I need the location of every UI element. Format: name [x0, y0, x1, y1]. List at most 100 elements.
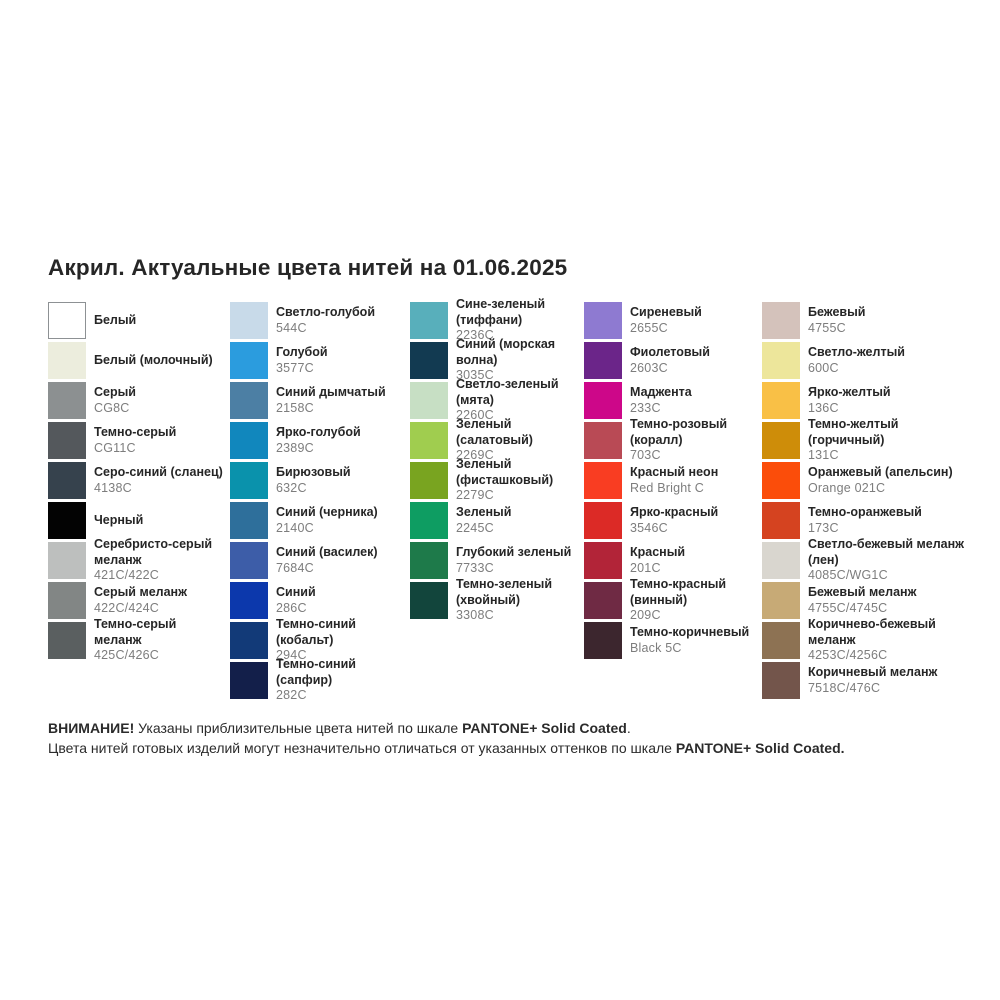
pantone-code: 4085C/WG1C — [808, 568, 888, 583]
color-name: Сиреневый — [630, 305, 702, 319]
color-name: Голубой — [276, 345, 328, 359]
pantone-code: CG11C — [94, 440, 136, 455]
color-info: Темно-синий (кобальт) 294C — [276, 617, 406, 664]
footnote-segment: . — [626, 720, 631, 736]
color-name: Глубокий зеленый — [456, 545, 572, 559]
color-name: Темно-желтый (горчичный) — [808, 417, 899, 447]
color-swatch — [48, 582, 86, 619]
pantone-code: 703C — [630, 448, 661, 463]
color-swatch — [584, 342, 622, 379]
color-swatch — [230, 342, 268, 379]
color-info: Серо-синий (сланец) 4138C — [94, 465, 223, 496]
pantone-code: 131C — [808, 448, 839, 463]
color-info: Белый — [94, 313, 136, 329]
color-row: Синий дымчатый 2158C — [230, 382, 406, 419]
color-info: Голубой 3577C — [276, 345, 328, 376]
footnote-segment: PANTONE+ Solid Coated — [462, 720, 627, 736]
swatch-column-1: Белый Белый (молочный) Серый CG8C Темно-серы… — [48, 302, 226, 662]
pantone-code: 294C — [276, 648, 307, 663]
color-row: Белый — [48, 302, 226, 339]
pantone-code: 425C/426C — [94, 648, 160, 663]
color-row: Темно-серый CG11C — [48, 422, 226, 459]
color-row: Синий (василек) 7684C — [230, 542, 406, 579]
color-swatch — [584, 422, 622, 459]
color-name: Темно-серый меланж — [94, 617, 177, 647]
color-swatch — [230, 542, 268, 579]
color-swatch — [410, 422, 448, 459]
color-info: Светло-зеленый (мята) 2260C — [456, 377, 582, 424]
color-swatch — [762, 502, 800, 539]
pantone-code: Black 5C — [630, 640, 682, 655]
color-info: Серебристо-серый меланж 421C/422C — [94, 537, 212, 584]
color-row: Голубой 3577C — [230, 342, 406, 379]
color-info: Светло-голубой 544C — [276, 305, 375, 336]
color-row: Коричневый меланж 7518C/476C — [762, 662, 972, 699]
color-swatch — [410, 582, 448, 619]
page-title: Акрил. Актуальные цвета нитей на 01.06.2… — [48, 255, 568, 281]
color-row: Зеленый (фисташковый) 2279C — [410, 457, 582, 502]
pantone-code: 173C — [808, 520, 839, 535]
color-name: Светло-бежевый меланж (лен) — [808, 537, 965, 567]
color-swatch — [230, 382, 268, 419]
color-info: Зеленый (салатовый) 2269C — [456, 417, 582, 464]
color-name: Синий — [276, 585, 316, 599]
swatch-grid: Белый Белый (молочный) Серый CG8C Темно-серы… — [0, 297, 1000, 712]
color-info: Темно-желтый (горчичный) 131C — [808, 417, 972, 464]
color-row: Зеленый (салатовый) 2269C — [410, 417, 582, 462]
pantone-code: 4253C/4256C — [808, 648, 888, 663]
color-swatch — [762, 382, 800, 419]
color-row: Светло-желтый 600C — [762, 342, 972, 379]
color-row: Синий 286C — [230, 582, 406, 619]
color-swatch — [48, 542, 86, 579]
color-row: Темно-желтый (горчичный) 131C — [762, 417, 972, 462]
color-info: Зеленый (фисташковый) 2279C — [456, 457, 582, 504]
color-name: Зеленый (фисташковый) — [456, 457, 554, 487]
color-swatch — [584, 542, 622, 579]
color-info: Красный неон Red Bright C — [630, 465, 718, 496]
color-row: Бежевый 4755C — [762, 302, 972, 339]
color-row: Ярко-красный 3546C — [584, 502, 760, 539]
color-info: Сиреневый 2655C — [630, 305, 702, 336]
color-swatch — [762, 542, 800, 579]
color-swatch — [48, 382, 86, 419]
color-row: Оранжевый (апельсин) Orange 021C — [762, 462, 972, 499]
pantone-code: 421C/422C — [94, 568, 160, 583]
color-swatch — [48, 422, 86, 459]
color-row: Темно-зеленый (хвойный) 3308C — [410, 577, 582, 622]
pantone-code: 7733C — [456, 560, 494, 575]
color-swatch — [584, 502, 622, 539]
color-swatch — [762, 342, 800, 379]
pantone-code: 209C — [630, 608, 661, 623]
color-swatch — [48, 302, 86, 339]
color-name: Белый (молочный) — [94, 352, 213, 367]
color-name: Темно-синий (сапфир) — [276, 657, 356, 687]
footnote-line-1: ВНИМАНИЕ! Указаны приблизительные цвета … — [48, 719, 845, 739]
swatch-column-4: Сиреневый 2655C Фиолетовый 2603C Маджента 233… — [584, 302, 760, 662]
color-swatch — [762, 462, 800, 499]
color-row: Серебристо-серый меланж 421C/422C — [48, 537, 226, 582]
color-row: Зеленый 2245C — [410, 502, 582, 539]
color-name: Светло-зеленый (мята) — [456, 377, 559, 407]
footnote-segment: Указаны приблизительные цвета нитей по ш… — [134, 720, 463, 736]
color-row: Бежевый меланж 4755C/4745C — [762, 582, 972, 619]
pantone-code: 7518C/476C — [808, 680, 881, 695]
swatch-column-3: Сине-зеленый (тиффани) 2236C Синий (морска… — [410, 297, 582, 622]
color-name: Маджента — [630, 385, 692, 399]
color-swatch — [48, 502, 86, 539]
color-name: Серо-синий (сланец) — [94, 465, 223, 479]
pantone-code: 136C — [808, 400, 839, 415]
color-swatch — [410, 382, 448, 419]
color-info: Белый (молочный) — [94, 353, 213, 369]
color-swatch — [762, 662, 800, 699]
pantone-code: 3546C — [630, 520, 668, 535]
color-name: Сине-зеленый (тиффани) — [456, 297, 546, 327]
color-name: Зеленый (салатовый) — [456, 417, 533, 447]
color-info: Темно-коричневый Black 5C — [630, 625, 749, 656]
color-name: Серый меланж — [94, 585, 187, 599]
color-name: Темно-зеленый (хвойный) — [456, 577, 553, 607]
color-info: Бежевый меланж 4755C/4745C — [808, 585, 916, 616]
color-name: Серый — [94, 385, 136, 399]
color-info: Темно-серый меланж 425C/426C — [94, 617, 226, 664]
color-name: Темно-коричневый — [630, 625, 750, 639]
color-info: Коричневый меланж 7518C/476C — [808, 665, 937, 696]
